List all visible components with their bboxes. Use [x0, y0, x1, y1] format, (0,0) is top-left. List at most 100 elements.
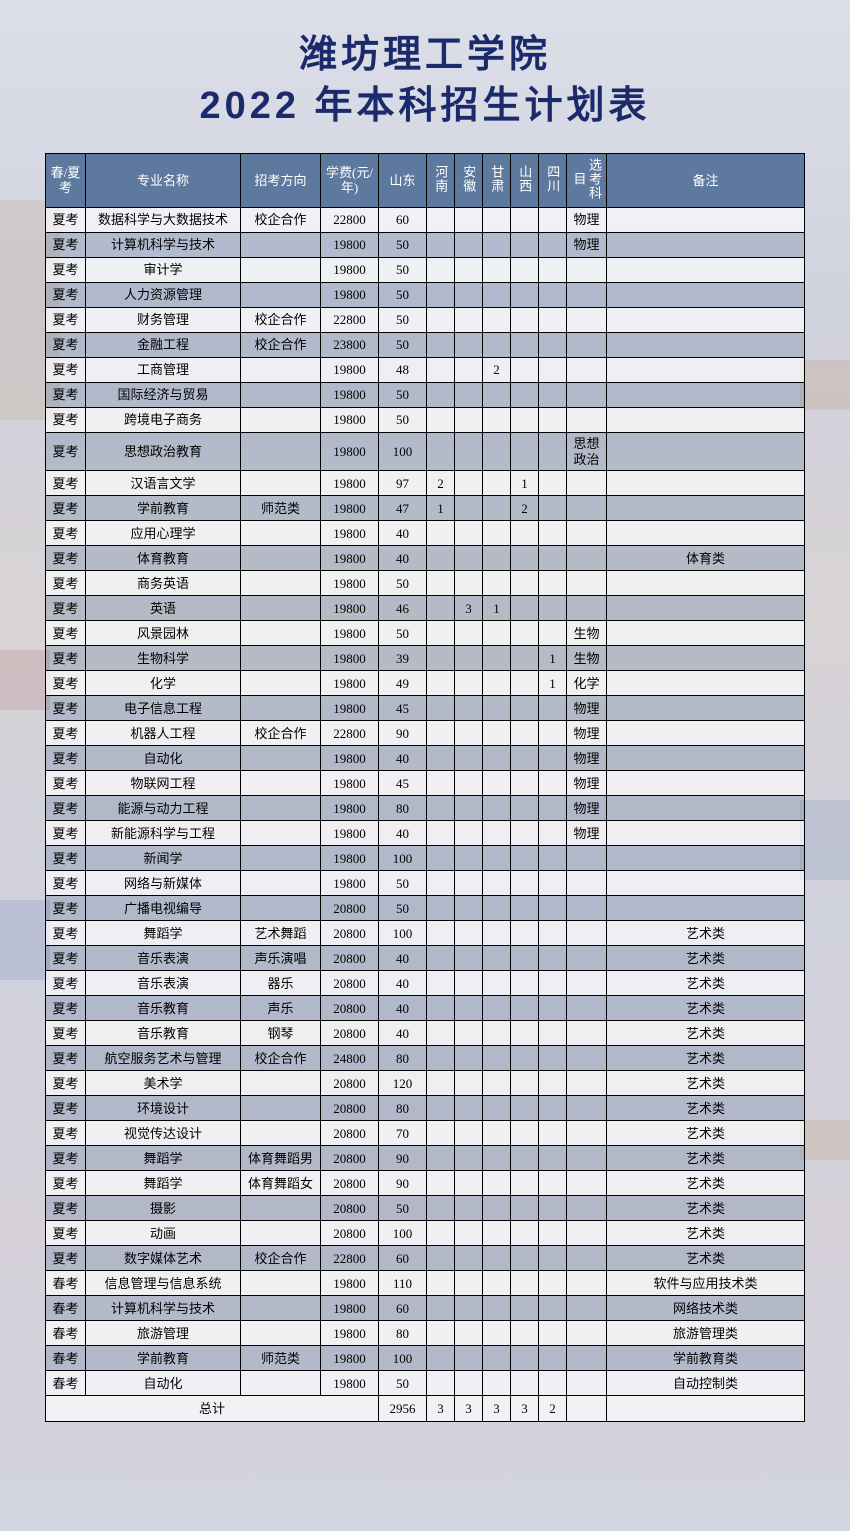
cell-sichuan [539, 571, 567, 596]
cell-shanxi [511, 646, 539, 671]
cell-gansu [483, 771, 511, 796]
cell-direction [241, 596, 321, 621]
cell-exam: 春考 [46, 1271, 86, 1296]
table-row: 春考自动化1980050自动控制类 [46, 1371, 805, 1396]
table-row: 夏考网络与新媒体1980050 [46, 871, 805, 896]
cell-fee: 19800 [321, 871, 379, 896]
cell-subject [567, 1096, 607, 1121]
cell-exam: 夏考 [46, 796, 86, 821]
cell-anhui [455, 1221, 483, 1246]
cell-fee: 23800 [321, 333, 379, 358]
cell-anhui [455, 1271, 483, 1296]
cell-shanxi [511, 233, 539, 258]
cell-henan [427, 771, 455, 796]
cell-major: 汉语言文学 [86, 471, 241, 496]
cell-note: 艺术类 [607, 1246, 805, 1271]
cell-henan [427, 871, 455, 896]
table-row: 夏考商务英语1980050 [46, 571, 805, 596]
cell-subject [567, 496, 607, 521]
cell-note: 软件与应用技术类 [607, 1271, 805, 1296]
table-row: 夏考工商管理19800482 [46, 358, 805, 383]
cell-sichuan [539, 358, 567, 383]
cell-note [607, 596, 805, 621]
cell-gansu [483, 971, 511, 996]
cell-shanxi [511, 1221, 539, 1246]
cell-fee: 19800 [321, 233, 379, 258]
cell-fee: 22800 [321, 1246, 379, 1271]
cell-exam: 夏考 [46, 846, 86, 871]
cell-direction [241, 358, 321, 383]
table-row: 夏考财务管理校企合作2280050 [46, 308, 805, 333]
cell-sichuan [539, 871, 567, 896]
cell-gansu [483, 333, 511, 358]
cell-shandong: 50 [379, 621, 427, 646]
cell-gansu [483, 383, 511, 408]
cell-exam: 夏考 [46, 746, 86, 771]
cell-shandong: 50 [379, 1196, 427, 1221]
cell-note: 旅游管理类 [607, 1321, 805, 1346]
cell-anhui [455, 283, 483, 308]
cell-fee: 19800 [321, 746, 379, 771]
cell-sichuan [539, 283, 567, 308]
cell-gansu [483, 471, 511, 496]
cell-shandong: 50 [379, 896, 427, 921]
cell-fee: 19800 [321, 258, 379, 283]
cell-sichuan [539, 996, 567, 1021]
cell-direction [241, 621, 321, 646]
cell-henan [427, 1021, 455, 1046]
cell-subject [567, 1296, 607, 1321]
cell-direction: 校企合作 [241, 1046, 321, 1071]
cell-major: 视觉传达设计 [86, 1121, 241, 1146]
cell-subject [567, 1021, 607, 1046]
cell-shanxi [511, 771, 539, 796]
cell-henan [427, 1271, 455, 1296]
cell-shandong: 40 [379, 946, 427, 971]
table-row: 夏考机器人工程校企合作2280090物理 [46, 721, 805, 746]
cell-anhui [455, 1296, 483, 1321]
cell-shanxi [511, 921, 539, 946]
cell-shandong: 48 [379, 358, 427, 383]
cell-henan [427, 1046, 455, 1071]
table-row: 春考计算机科学与技术1980060网络技术类 [46, 1296, 805, 1321]
cell-sichuan [539, 1021, 567, 1046]
table-row: 夏考舞蹈学体育舞蹈女2080090艺术类 [46, 1171, 805, 1196]
cell-exam: 夏考 [46, 383, 86, 408]
table-row: 夏考电子信息工程1980045物理 [46, 696, 805, 721]
total-sichuan: 2 [539, 1396, 567, 1422]
cell-shanxi [511, 1096, 539, 1121]
cell-shanxi [511, 358, 539, 383]
cell-fee: 19800 [321, 383, 379, 408]
table-row: 夏考生物科学19800391生物 [46, 646, 805, 671]
cell-gansu [483, 521, 511, 546]
cell-shanxi [511, 1321, 539, 1346]
table-row: 夏考舞蹈学体育舞蹈男2080090艺术类 [46, 1146, 805, 1171]
cell-major: 国际经济与贸易 [86, 383, 241, 408]
cell-subject [567, 333, 607, 358]
cell-fee: 19800 [321, 546, 379, 571]
cell-shanxi [511, 696, 539, 721]
cell-exam: 夏考 [46, 521, 86, 546]
cell-subject [567, 383, 607, 408]
cell-fee: 19800 [321, 771, 379, 796]
cell-gansu [483, 1346, 511, 1371]
cell-exam: 夏考 [46, 946, 86, 971]
cell-sichuan [539, 1196, 567, 1221]
cell-henan [427, 358, 455, 383]
cell-henan [427, 596, 455, 621]
cell-shandong: 50 [379, 571, 427, 596]
cell-subject [567, 596, 607, 621]
cell-shanxi [511, 1146, 539, 1171]
cell-major: 数据科学与大数据技术 [86, 208, 241, 233]
cell-henan [427, 1171, 455, 1196]
cell-note [607, 433, 805, 471]
cell-anhui [455, 746, 483, 771]
cell-exam: 夏考 [46, 408, 86, 433]
cell-direction [241, 1271, 321, 1296]
header-sichuan: 四川 [539, 153, 567, 208]
cell-shandong: 100 [379, 1346, 427, 1371]
cell-subject [567, 358, 607, 383]
cell-direction [241, 521, 321, 546]
cell-exam: 春考 [46, 1296, 86, 1321]
cell-gansu [483, 1021, 511, 1046]
cell-sichuan [539, 471, 567, 496]
